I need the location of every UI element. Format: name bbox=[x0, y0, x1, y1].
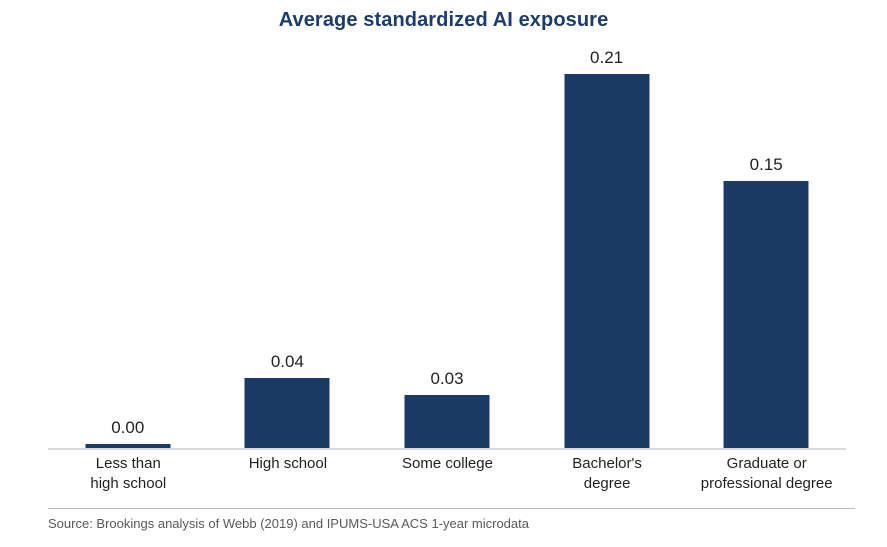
x-tick-label-line1: Some college bbox=[402, 455, 493, 472]
x-tick-label-line1: Bachelor's bbox=[572, 455, 642, 472]
bar-value-label: 0.21 bbox=[590, 48, 624, 67]
bar-rect[interactable] bbox=[85, 444, 171, 449]
bar-series: 0.00 0.04 0.03 0.21 0.15 bbox=[48, 40, 846, 449]
bar-group-less-than-high-school: 0.00 bbox=[48, 40, 208, 449]
x-tick-label-line1: Graduate or bbox=[726, 455, 807, 472]
bar-value-label: 0.04 bbox=[270, 351, 304, 371]
x-axis-line bbox=[48, 448, 846, 450]
bar-rect[interactable] bbox=[564, 74, 650, 449]
chart-title: Average standardized AI exposure bbox=[278, 9, 609, 31]
x-tick-label-line1: High school bbox=[248, 455, 328, 472]
x-tick-label-less-than-high-school: Less than high school bbox=[41, 454, 216, 494]
source-note: Source: Brookings analysis of Webb (2019… bbox=[48, 516, 529, 531]
bar-group-some-college: 0.03 bbox=[367, 40, 527, 449]
bar-rect[interactable] bbox=[723, 181, 809, 449]
x-tick-label-bachelors-degree: Bachelor's degree bbox=[520, 454, 695, 494]
bar-group-high-school: 0.04 bbox=[208, 40, 368, 449]
bar-group-graduate-degree: 0.15 bbox=[686, 40, 846, 449]
bar-value-label: 0.03 bbox=[430, 369, 464, 389]
x-axis-tick-labels: Less than high school High school Some c… bbox=[48, 454, 846, 502]
x-tick-label-line1: Less than bbox=[95, 455, 161, 472]
bar-rect[interactable] bbox=[244, 377, 330, 449]
x-tick-label-line2: professional degree bbox=[700, 475, 833, 492]
x-tick-label-graduate-degree: Graduate or professional degree bbox=[679, 454, 854, 494]
bar-group-bachelors-degree: 0.21 bbox=[527, 40, 687, 449]
x-tick-label-some-college: Some college bbox=[360, 454, 535, 474]
footer-divider bbox=[48, 508, 855, 509]
x-tick-label-line2: degree bbox=[583, 475, 631, 492]
bar-rect[interactable] bbox=[404, 395, 490, 449]
x-tick-label-line2: high school bbox=[90, 475, 167, 492]
bar-value-label: 0.00 bbox=[111, 418, 145, 437]
x-tick-label-high-school: High school bbox=[200, 454, 375, 474]
bar-value-label: 0.15 bbox=[749, 155, 783, 175]
